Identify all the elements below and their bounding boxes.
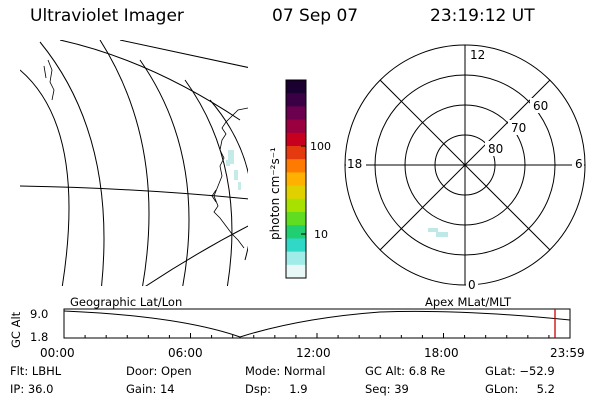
coastline	[47, 59, 55, 101]
colorbar-stripe	[286, 212, 306, 226]
glon-status: GLon: 5.2	[485, 382, 555, 396]
timeline-ylabel: GC Alt	[9, 311, 23, 348]
ip-status: IP: 36.0	[10, 382, 54, 396]
colorbar-tick-label: 100	[310, 140, 331, 153]
x-tick-label: 06:00	[168, 346, 203, 360]
filter-status: Flt: LBHL	[10, 364, 62, 378]
instrument-title: Ultraviolet Imager	[30, 6, 184, 26]
colorbar-unit-label: photon cm⁻²s⁻¹	[268, 147, 282, 240]
colorbar-stripe	[286, 146, 306, 160]
altitude-curve	[63, 310, 571, 338]
colorbar-stripe	[286, 159, 306, 173]
timeline-left-label: Geographic Lat/Lon	[70, 295, 182, 309]
gain-status: Gain: 14	[126, 382, 175, 396]
meridian-line	[139, 59, 190, 286]
glat-status: GLat: −52.9	[485, 364, 555, 378]
colorbar-stripe	[286, 225, 306, 239]
x-tick-label: 00:00	[40, 346, 75, 360]
y-tick-label: 1.8	[30, 330, 48, 344]
colorbar-stripe	[286, 251, 306, 266]
mode-status: Mode: Normal	[245, 364, 326, 378]
gc-alt-status: GC Alt: 6.8 Re	[365, 364, 446, 378]
mlt-label-dawn: 6	[575, 157, 583, 171]
aurora-patch	[226, 150, 241, 190]
meridian-line	[39, 41, 105, 286]
lat-label: 70	[511, 121, 526, 135]
coastline	[211, 189, 217, 203]
mlt-label-noon: 12	[470, 48, 485, 62]
parallel-line	[59, 40, 241, 121]
timeline-right-label: Apex MLat/MLT	[425, 295, 512, 309]
coastline	[213, 107, 248, 249]
colorbar-stripe	[286, 172, 306, 187]
mlt-label-dusk: 18	[347, 157, 362, 171]
colorbar-gradient	[286, 80, 306, 279]
colorbar-stripe	[286, 198, 306, 213]
observation-date: 07 Sep 07	[272, 6, 359, 26]
observation-time: 23:19:12 UT	[430, 6, 535, 26]
x-tick-label: 12:00	[296, 346, 331, 360]
colorbar-frame	[285, 79, 307, 279]
door-status: Door: Open	[126, 364, 192, 378]
colorbar-stripe	[286, 80, 306, 94]
parallel-line	[20, 185, 248, 200]
mlt-label-midnight: 0	[468, 278, 476, 292]
seq-status: Seq: 39	[365, 382, 409, 396]
colorbar-stripe	[286, 119, 306, 134]
colorbar-tick-label: 10	[314, 228, 328, 241]
x-tick-label: 23:59	[550, 346, 585, 360]
mlt-diagonal	[379, 79, 551, 251]
meridian-line	[209, 99, 248, 261]
colorbar-stripe	[286, 93, 306, 107]
colorbar-stripe	[286, 238, 306, 253]
colorbar-stripe	[286, 106, 306, 121]
x-tick-label: 18:00	[424, 346, 459, 360]
meridian-line	[20, 69, 70, 286]
lat-label: 80	[488, 142, 503, 156]
colorbar-stripe	[286, 185, 306, 200]
parallel-line	[145, 225, 248, 286]
parallel-line	[119, 40, 248, 68]
dsp-status: Dsp: 1.9	[245, 382, 308, 396]
lat-label: 60	[533, 99, 548, 113]
y-tick-label: 9.0	[30, 307, 48, 321]
meridian-line	[184, 79, 233, 286]
colorbar-stripe	[286, 264, 306, 279]
aurora-patch	[428, 228, 448, 237]
colorbar-stripe	[286, 132, 306, 147]
meridian-line	[99, 40, 150, 286]
coastline	[43, 65, 47, 79]
